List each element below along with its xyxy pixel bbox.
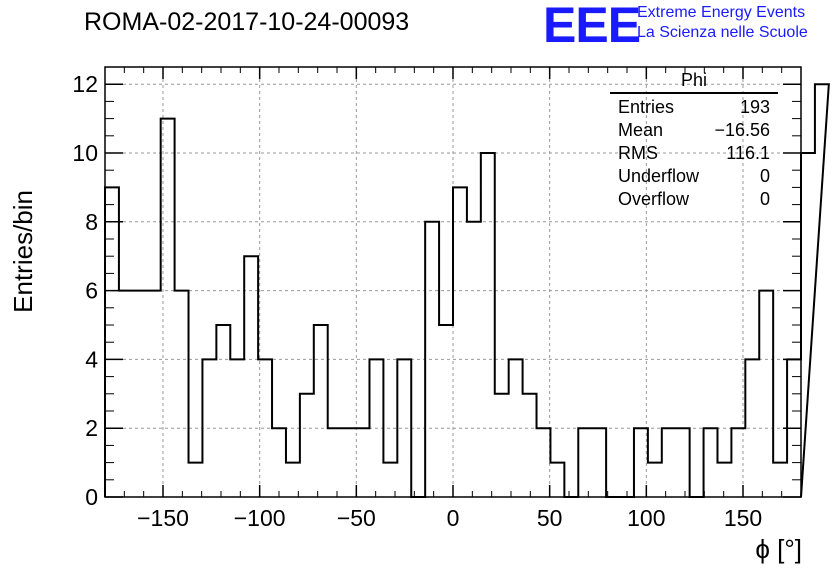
y-tick-label: 8 (85, 209, 98, 235)
eee-logo: EEE (543, 0, 641, 53)
stats-row-rms: RMS 116.1 (610, 142, 778, 165)
y-tick-label: 6 (85, 278, 98, 304)
stats-row-underflow: Underflow 0 (610, 165, 778, 188)
stats-title: Phi (610, 70, 778, 94)
stats-value: 193 (739, 97, 770, 117)
x-tick-label: −100 (234, 505, 286, 531)
y-axis-label: Entries/bin (8, 190, 38, 313)
stats-box: Phi Entries 193 Mean −16.56 RMS 116.1 Un… (610, 70, 778, 211)
logo-subtitle-2: La Scienza nelle Scuole (637, 24, 808, 41)
stats-label: Overflow (618, 189, 690, 209)
logo-subtitle-1: Extreme Energy Events (637, 4, 806, 21)
y-tick-label: 12 (72, 71, 98, 97)
axis-ticks (104, 67, 802, 498)
stats-value: 0 (759, 166, 770, 186)
stats-value: −16.56 (714, 120, 770, 140)
stats-value: 116.1 (726, 143, 770, 163)
stats-label: Entries (618, 97, 675, 117)
chart-title: ROMA-02-2017-10-24-00093 (84, 8, 410, 36)
stats-label: Underflow (618, 166, 700, 186)
x-tick-label: −50 (337, 505, 376, 531)
stats-row-entries: Entries 193 (610, 96, 778, 119)
stats-label: RMS (618, 143, 658, 163)
stats-value: 0 (759, 189, 770, 209)
y-tick-label: 0 (85, 484, 98, 510)
y-tick-label: 2 (85, 415, 98, 441)
x-tick-label: 150 (724, 505, 762, 531)
x-tick-label: 50 (537, 505, 563, 531)
y-tick-label: 10 (72, 140, 98, 166)
stats-row-mean: Mean −16.56 (610, 119, 778, 142)
stats-row-overflow: Overflow 0 (610, 188, 778, 211)
axis-tick-labels: −150 −100 −50 0 50 100 150 0 2 4 6 8 10 12 (72, 71, 762, 531)
x-axis-label: ϕ [°] (755, 534, 802, 564)
histogram-outline (104, 83, 830, 498)
y-tick-label: 4 (85, 346, 98, 372)
stats-label: Mean (618, 120, 664, 140)
x-tick-label: −150 (137, 505, 189, 531)
x-tick-label: 100 (627, 505, 665, 531)
x-tick-label: 0 (447, 505, 460, 531)
